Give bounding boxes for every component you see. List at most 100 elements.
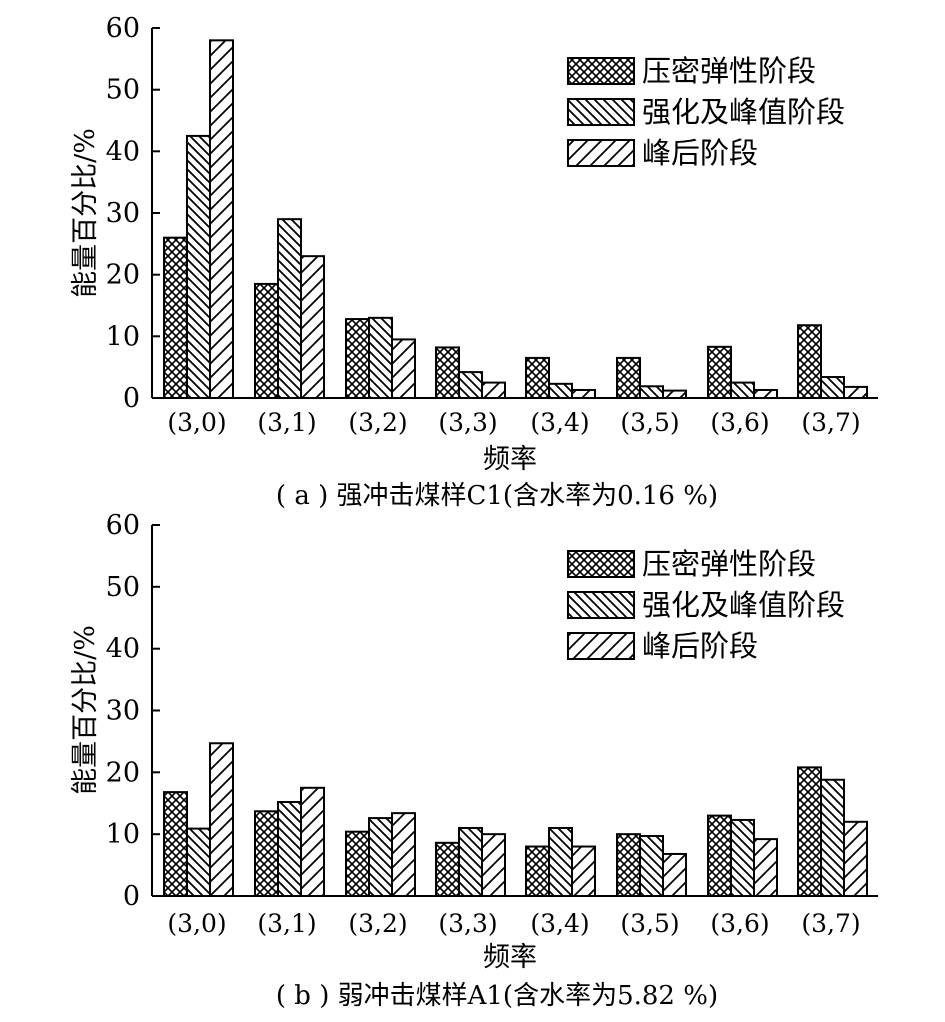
panel-b-legend-swatch	[567, 591, 635, 619]
panel-a-bar-3-5	[571, 388, 596, 400]
panel-b-ytick-label: 50	[106, 572, 140, 603]
panel-a-bar-3-8	[843, 385, 868, 399]
panel-a-ytick-label: 30	[106, 198, 140, 229]
panel-b-legend-label: 强化及峰值阶段	[642, 588, 845, 622]
panel-b-xtick-label: (3,0)	[167, 909, 226, 938]
panel-b-ytick: 60	[106, 510, 160, 541]
panel-b-ytick: 10	[106, 819, 160, 850]
panel-b-bar-1-7	[707, 814, 732, 897]
panel-b-ytick: 20	[106, 757, 160, 788]
panel-a-xtick-label: (3,0)	[167, 408, 226, 437]
panel-a-legend-swatch	[567, 57, 635, 85]
panel-b-ytick-label: 40	[106, 634, 140, 665]
panel-a-xtick-label: (3,7)	[801, 408, 860, 437]
panel-a-legend-item: 强化及峰值阶段	[567, 95, 845, 129]
panel-b-bar-2-6	[639, 835, 664, 897]
panel-b-bar-1-6	[616, 833, 641, 898]
panel-b-y-axis-label: 能量百分比/%	[70, 625, 101, 795]
panel-b-bar-2-4	[458, 826, 483, 898]
panel-a-bar-3-2	[300, 255, 325, 399]
panel-b-bar-1-3	[345, 830, 370, 898]
panel-b-xtick-label: (3,1)	[257, 909, 316, 938]
panel-b-bar-3-6	[662, 852, 687, 897]
panel-b-bar-3-5	[571, 845, 596, 897]
panel-b-bar-1-8	[797, 766, 822, 897]
panel-b-ytick-label: 60	[106, 510, 140, 541]
panel-a-legend-label: 强化及峰值阶段	[642, 95, 845, 129]
panel-b-ytick-label: 0	[123, 881, 140, 912]
panel-b-x-axis-label: 频率	[483, 942, 537, 973]
panel-a-xtick-label: (3,1)	[257, 408, 316, 437]
panel-a-xtick-label: (3,3)	[438, 408, 497, 437]
panel-b-bar-2-3	[368, 817, 393, 898]
panel-b-bars	[163, 742, 868, 898]
panel-a-legend-swatch	[567, 139, 635, 167]
panel-b-bar-2-8	[820, 778, 845, 898]
panel-a-bar-1-7	[707, 345, 732, 400]
panel-a-bar-1-1	[163, 236, 188, 399]
panel-a-y-axis-label: 能量百分比/%	[70, 128, 101, 298]
panel-a-bar-2-3	[368, 316, 393, 400]
panel-b-xtick-label: (3,6)	[710, 909, 769, 938]
panel-a: 0 10 20 30 40 50 60 能量百分比/% (3,0) (3,1) …	[70, 13, 878, 511]
panel-b-x-tick-labels: (3,0) (3,1) (3,2) (3,3) (3,4) (3,5) (3,6…	[167, 909, 860, 938]
panel-a-ytick: 60	[106, 13, 160, 44]
panel-b-legend-label: 峰后阶段	[642, 629, 758, 663]
panel-b-bar-3-1	[209, 742, 234, 897]
panel-b-ytick-label: 20	[106, 757, 140, 788]
panel-a-bar-3-7	[753, 388, 778, 400]
panel-a-ytick-label: 20	[106, 260, 140, 291]
panel-b-bar-3-8	[843, 820, 868, 897]
panel-a-legend-label: 峰后阶段	[642, 136, 758, 170]
panel-a-bar-1-4	[435, 346, 460, 399]
panel-a-bar-3-1	[209, 39, 234, 399]
panel-b-y-ticks: 0 10 20 30 40 50 60	[106, 510, 160, 912]
panel-a-bar-2-7	[730, 381, 755, 400]
panel-a-legend-swatch	[567, 98, 635, 126]
panel-b-legend-item: 强化及峰值阶段	[567, 588, 845, 622]
panel-a-xtick-label: (3,4)	[530, 408, 589, 437]
panel-b-ytick: 50	[106, 572, 160, 603]
panel-a-x-tick-labels: (3,0) (3,1) (3,2) (3,3) (3,4) (3,5) (3,6…	[167, 408, 860, 437]
panel-b-legend-label: 压密弹性阶段	[642, 547, 816, 581]
panel-b-bar-2-2	[277, 801, 302, 897]
panel-a-ytick: 0	[123, 383, 160, 414]
panel-a-bar-1-8	[797, 324, 822, 400]
panel-a-x-axis-label: 频率	[483, 444, 537, 475]
panel-b-ytick: 40	[106, 634, 160, 665]
panel-a-bar-2-2	[277, 218, 302, 399]
panel-a-bar-3-4	[481, 381, 506, 400]
panel-b-legend: 压密弹性阶段 强化及峰值阶段 峰后阶段	[567, 547, 845, 663]
panel-b-xtick-label: (3,5)	[620, 909, 679, 938]
panel-b-legend-swatch	[567, 632, 635, 660]
panel-a-bar-2-8	[820, 376, 845, 399]
panel-b-bar-1-1	[163, 791, 188, 897]
panel-a-ytick: 20	[106, 260, 160, 291]
panel-a-bar-1-2	[254, 282, 279, 399]
panel-a-xtick-label: (3,5)	[620, 408, 679, 437]
panel-b-bar-3-7	[753, 838, 778, 898]
panel-a-ytick: 30	[106, 198, 160, 229]
panel-a-xtick-label: (3,6)	[710, 408, 769, 437]
panel-b-bar-1-5	[525, 845, 550, 897]
panel-b-ytick-label: 10	[106, 819, 140, 850]
panel-b-bar-3-4	[481, 833, 506, 898]
panel-b-ytick-label: 30	[106, 696, 140, 727]
panel-a-bar-3-3	[391, 338, 416, 399]
panel-b-bar-1-2	[254, 810, 279, 897]
panel-a-ytick: 10	[106, 321, 160, 352]
panel-a-bar-3-6	[662, 389, 687, 400]
panel-a-bar-1-6	[616, 356, 641, 399]
panel-b-bar-1-4	[435, 841, 460, 897]
panel-a-y-ticks: 0 10 20 30 40 50 60	[106, 13, 160, 414]
panel-a-bar-2-6	[639, 385, 664, 399]
panel-a-legend-item: 峰后阶段	[567, 136, 758, 170]
panel-b-legend-item: 峰后阶段	[567, 629, 758, 663]
panel-b-xtick-label: (3,7)	[801, 909, 860, 938]
panel-a-ytick-label: 60	[106, 13, 140, 44]
panel-b-xtick-label: (3,2)	[348, 909, 407, 938]
panel-a-bar-1-5	[525, 356, 550, 399]
panel-a-ytick: 40	[106, 136, 160, 167]
panel-b-bar-2-5	[548, 826, 573, 898]
